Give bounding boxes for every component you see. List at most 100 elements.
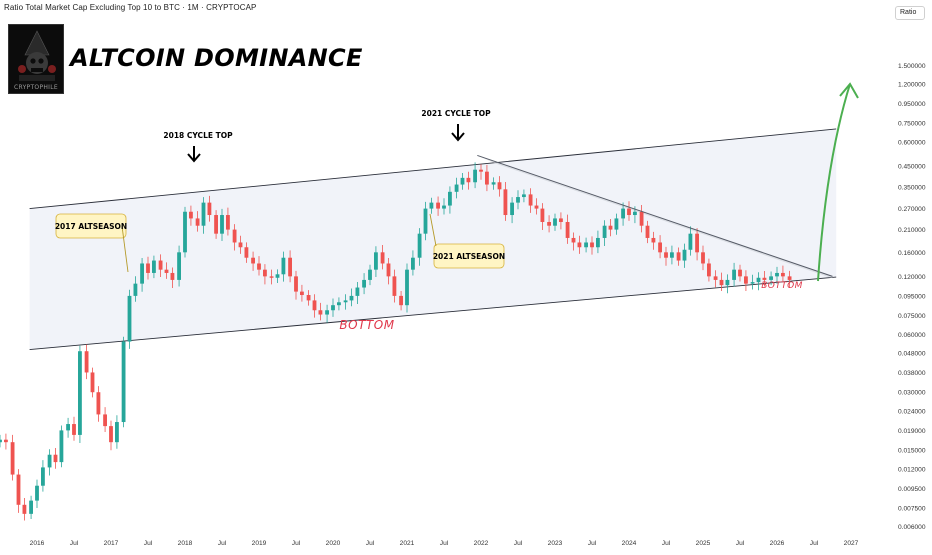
candle[interactable] [306,290,311,306]
candle[interactable] [41,460,45,492]
candle[interactable] [670,245,674,265]
candle[interactable] [35,479,39,508]
candle[interactable] [29,495,33,520]
candle[interactable] [362,273,366,295]
candle[interactable] [201,197,206,234]
candle[interactable] [214,210,218,239]
candle[interactable] [281,251,286,282]
candle[interactable] [16,469,21,513]
candle[interactable] [78,345,82,443]
candle[interactable] [318,302,323,321]
candle[interactable] [47,449,52,476]
candle[interactable] [775,266,779,284]
candle[interactable] [238,235,243,254]
candle[interactable] [627,201,631,221]
candle[interactable] [399,291,403,311]
candle[interactable] [257,256,261,276]
candle[interactable] [738,264,742,282]
candle[interactable] [787,270,792,288]
candle[interactable] [645,220,650,244]
candle[interactable] [90,367,95,398]
candle[interactable] [608,218,613,237]
candle[interactable] [53,447,58,469]
candle[interactable] [349,288,354,307]
candle[interactable] [577,235,582,254]
candle[interactable] [226,207,230,236]
candle[interactable] [325,304,329,323]
candle[interactable] [571,232,576,251]
candle[interactable] [294,270,298,300]
candle[interactable] [750,274,755,290]
candle[interactable] [651,231,656,250]
candle[interactable] [140,257,144,292]
candle[interactable] [417,228,422,266]
candle[interactable] [547,215,551,233]
candle[interactable] [695,228,699,261]
candle[interactable] [411,250,415,276]
candle[interactable] [725,274,730,294]
candle[interactable] [528,188,533,213]
candle[interactable] [392,269,397,303]
candle[interactable] [614,213,619,235]
x-axis[interactable]: 2016 Jul 2017 Jul 2018 Jul 2019 Jul 2020 Jul 2021 J… [0,536,888,550]
candle[interactable] [10,434,15,481]
candle[interactable] [115,415,119,449]
candle[interactable] [312,294,317,318]
candle[interactable] [300,284,304,302]
candle[interactable] [491,177,496,190]
candle[interactable] [374,246,378,278]
scale-badge[interactable]: Ratio [895,6,925,20]
candle[interactable] [719,272,724,292]
candle[interactable] [448,186,452,214]
candle[interactable] [781,265,785,283]
candle[interactable] [368,264,372,286]
candle[interactable] [152,255,156,279]
candle[interactable] [756,272,761,291]
candle[interactable] [177,245,181,287]
candle[interactable] [442,198,446,215]
candle[interactable] [4,433,8,450]
candle[interactable] [121,336,126,428]
candle[interactable] [251,251,255,271]
candle[interactable] [713,270,718,288]
candle[interactable] [553,213,557,231]
candle[interactable] [466,171,471,190]
candle[interactable] [423,201,428,241]
candle[interactable] [516,190,520,210]
candle[interactable] [244,242,249,263]
candle[interactable] [66,417,70,438]
candle[interactable] [621,202,625,226]
candle[interactable] [96,386,101,422]
candle[interactable] [485,164,489,192]
candle[interactable] [658,235,662,259]
candle[interactable] [503,181,508,221]
candle[interactable] [596,230,600,254]
candle[interactable] [682,243,687,268]
candle[interactable] [263,264,267,285]
candle[interactable] [220,208,224,242]
candle[interactable] [22,498,27,521]
candle[interactable] [337,297,341,311]
candle[interactable] [355,282,360,304]
candle[interactable] [288,250,292,283]
candle[interactable] [429,197,434,214]
candle[interactable] [744,270,748,291]
candle[interactable] [701,245,705,271]
candle[interactable] [522,189,526,203]
candle[interactable] [146,256,150,280]
candle[interactable] [331,298,335,317]
candle[interactable] [676,247,681,266]
candle[interactable] [158,254,163,278]
candle[interactable] [732,262,736,287]
candle[interactable] [275,269,280,283]
candle[interactable] [436,196,440,216]
y-axis[interactable]: 1.500000 1.200000 0.950000 0.750000 0.600000… [888,0,932,550]
candle[interactable] [269,269,274,285]
candle[interactable] [473,162,477,189]
candle[interactable] [232,224,237,251]
candle[interactable] [460,172,465,190]
candle[interactable] [109,420,113,451]
candle[interactable] [386,257,391,285]
candle[interactable] [84,344,89,380]
